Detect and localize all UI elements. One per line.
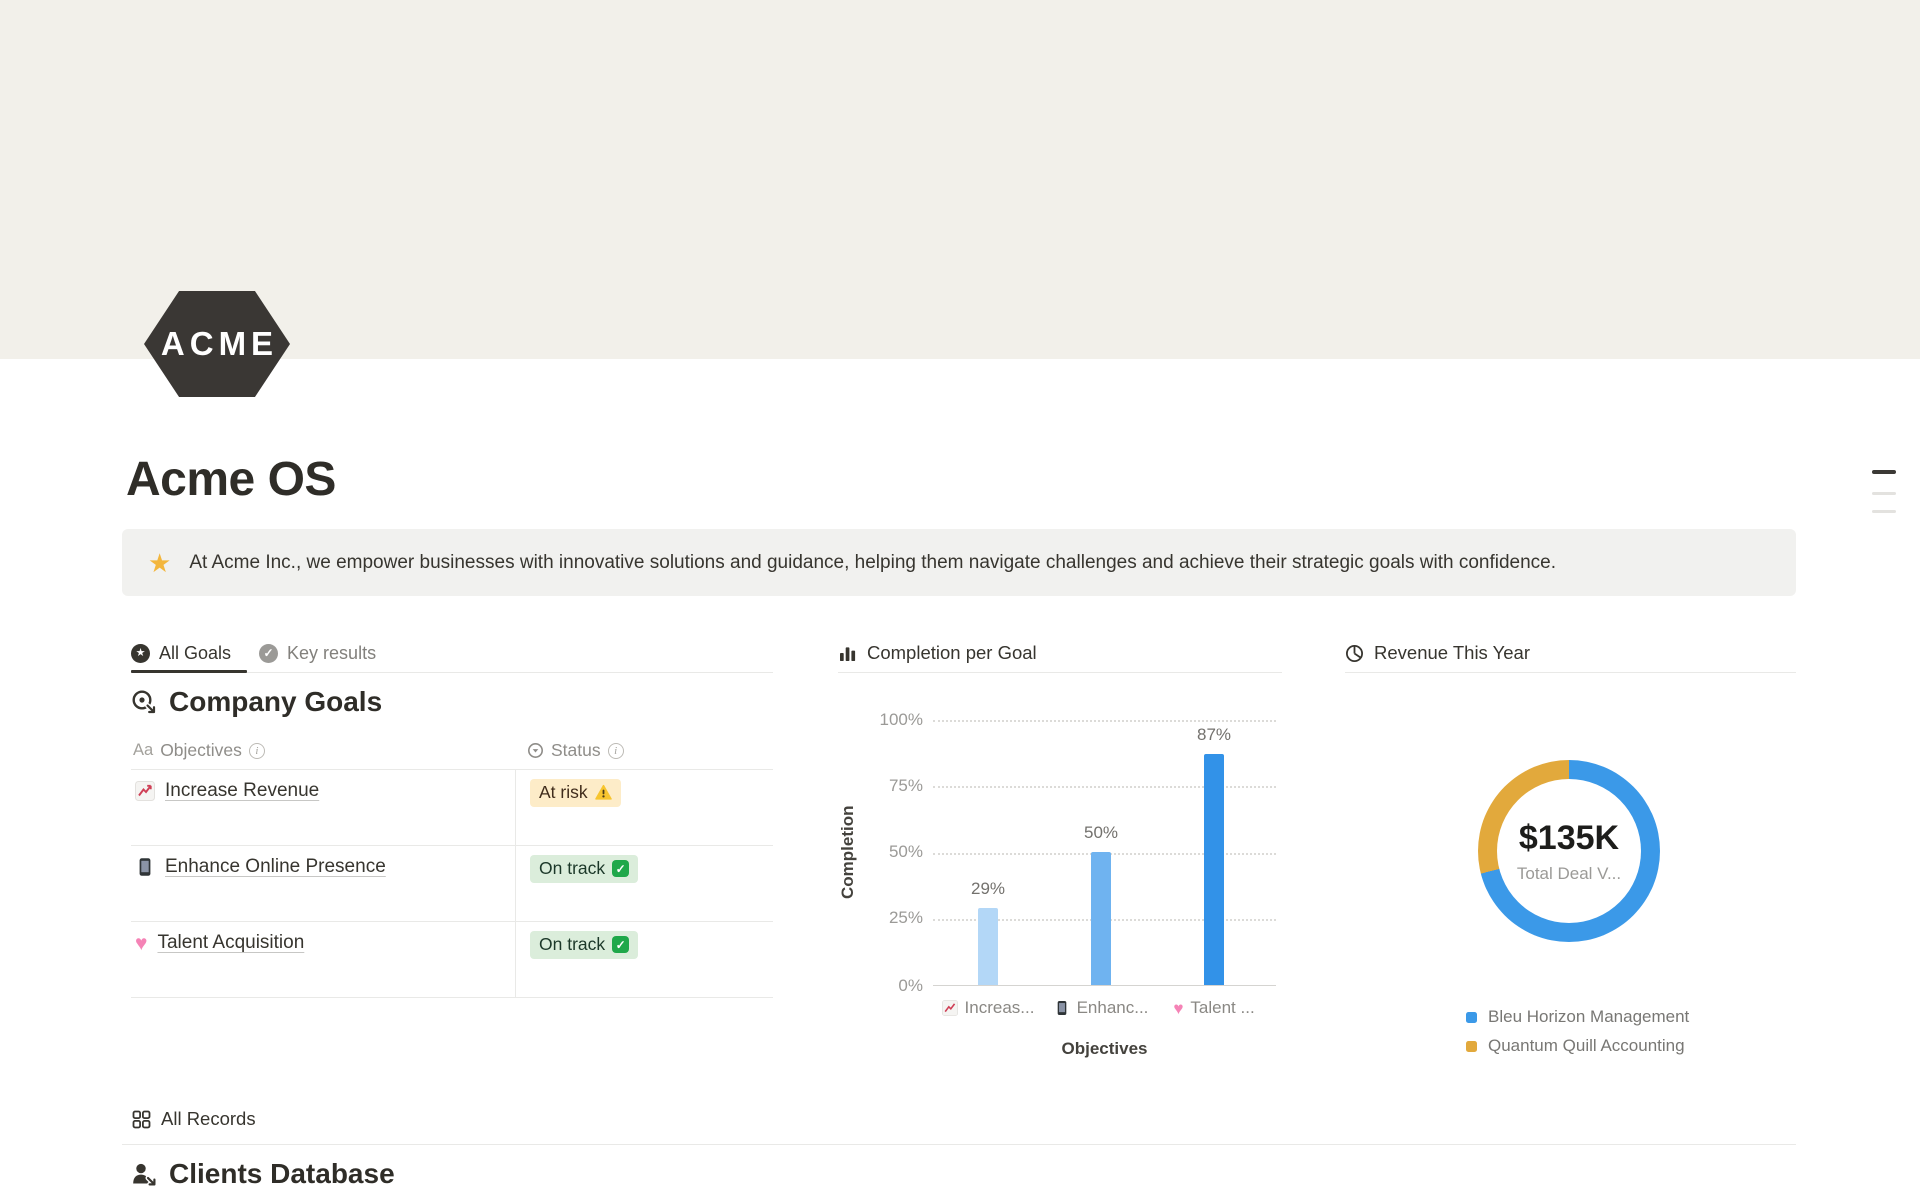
table-row: ♥ Talent Acquisition [135, 932, 304, 954]
clients-database-heading[interactable]: Clients Database [131, 1158, 395, 1190]
person-database-icon [133, 1163, 157, 1187]
acme-logo-text: ACME [160, 325, 279, 362]
legend-swatch-yellow [1466, 1040, 1477, 1052]
donut-ring: $135K Total Deal V... [1478, 760, 1660, 942]
status-badge[interactable]: At risk [530, 779, 621, 807]
table-column-divider [515, 769, 516, 997]
y-tick-label: 25% [888, 908, 923, 927]
table-row: Enhance Online Presence [135, 856, 386, 878]
bar-increase-revenue [978, 907, 998, 985]
legend-item: Quantum Quill Accounting [1466, 1036, 1689, 1056]
bar-value-label: 29% [970, 878, 1006, 898]
info-icon[interactable]: i [607, 742, 624, 759]
check-mark-button-icon: ✓ [612, 936, 630, 953]
goals-view-tabs: ★ All Goals ✓ Key results [131, 634, 773, 673]
glowing-star-icon: ★ [148, 547, 172, 578]
objective-link[interactable]: Increase Revenue [165, 780, 320, 801]
status-property-icon [528, 743, 543, 758]
donut-center: $135K Total Deal V... [1497, 779, 1641, 923]
revenue-chart-header: Revenue This Year [1345, 634, 1796, 673]
goal-target-icon [132, 689, 157, 714]
growing-heart-icon: ♥ [135, 931, 148, 955]
tab-key-results[interactable]: ✓ Key results [259, 643, 376, 664]
donut-legend: Bleu Horizon Management Quantum Quill Ac… [1466, 1007, 1689, 1056]
page-title: Acme OS [126, 453, 336, 506]
table-row: Increase Revenue [135, 780, 319, 802]
gridline [933, 786, 1276, 788]
info-icon[interactable]: i [248, 742, 265, 759]
warning-icon [594, 784, 612, 800]
tab-all-records[interactable]: All Records [132, 1108, 256, 1130]
toc-line-active[interactable] [1872, 470, 1896, 474]
table-divider [131, 769, 773, 770]
mobile-phone-icon [139, 858, 151, 876]
tab-all-goals[interactable]: ★ All Goals [131, 643, 231, 664]
status-column-label: Status [551, 740, 601, 760]
completion-chart-header: Completion per Goal [838, 634, 1282, 673]
x-axis-line [933, 985, 1276, 986]
pie-chart-icon [1346, 644, 1363, 662]
clients-database-title: Clients Database [169, 1158, 395, 1189]
bar-talent-acquisition [1204, 753, 1224, 985]
page-cover [0, 0, 1920, 359]
completion-chart-title: Completion per Goal [867, 642, 1037, 663]
company-goals-title: Company Goals [169, 686, 383, 717]
tab-all-goals-label: All Goals [159, 642, 232, 663]
bar-value-label: 50% [1083, 823, 1119, 842]
growing-heart-icon: ♥ [1173, 998, 1184, 1018]
callout: ★ At Acme Inc., we empower businesses wi… [122, 529, 1796, 596]
total-deal-label: Total Deal V... [1516, 863, 1622, 883]
total-deal-value: $135K [1518, 818, 1620, 857]
y-tick-label: 50% [888, 842, 923, 861]
legend-swatch-blue [1466, 1011, 1477, 1023]
grid-icon [132, 1110, 151, 1128]
objectives-column-header[interactable]: Aa Objectives i [133, 740, 265, 761]
status-text: At risk [539, 782, 588, 802]
toc-line[interactable] [1872, 510, 1896, 513]
tab-key-results-label: Key results [287, 642, 377, 663]
mobile-phone-icon [1057, 1000, 1066, 1016]
objective-link[interactable]: Enhance Online Presence [165, 856, 386, 877]
legend-item: Bleu Horizon Management [1466, 1007, 1689, 1027]
table-divider [131, 921, 773, 922]
status-column-header[interactable]: Status i [527, 740, 624, 761]
bar-value-label: 87% [1196, 724, 1232, 744]
status-text: On track [539, 858, 606, 878]
x-tick-talent-acquisition: ♥ Talent ... [1173, 998, 1255, 1018]
check-mark-button-icon: ✓ [612, 860, 630, 877]
x-axis-title: Objectives [1061, 1039, 1148, 1058]
active-tab-underline [131, 670, 247, 673]
status-badge[interactable]: On track ✓ [530, 931, 639, 959]
toc-line[interactable] [1872, 492, 1896, 495]
status-text: On track [539, 934, 606, 954]
bar-chart-plot: 29% 50% 87% [933, 720, 1276, 986]
y-tick-label: 100% [879, 710, 923, 729]
all-records-label: All Records [161, 1108, 256, 1129]
check-circle-icon: ✓ [259, 643, 279, 663]
y-tick-label: 75% [888, 776, 923, 795]
bar-enhance-online-presence [1091, 852, 1111, 985]
star-circle-icon: ★ [131, 643, 150, 663]
objectives-column-label: Objectives [160, 740, 242, 760]
acme-logo: ACME [144, 291, 290, 397]
company-goals-heading[interactable]: Company Goals [131, 686, 382, 718]
objective-link[interactable]: Talent Acquisition [157, 932, 305, 953]
chart-increasing-icon [135, 781, 155, 801]
gridline [933, 720, 1276, 722]
status-badge[interactable]: On track ✓ [530, 855, 639, 883]
table-divider [131, 997, 773, 998]
table-divider [131, 845, 773, 846]
text-property-icon: Aa [133, 741, 154, 759]
chart-increasing-icon [941, 1000, 958, 1016]
x-tick-enhance-online-presence: Enhanc... [1031, 998, 1171, 1018]
records-tabs-divider [122, 1144, 1796, 1145]
x-tick-increase-revenue: Increas... [918, 998, 1058, 1018]
bar-chart-icon [840, 646, 856, 661]
revenue-chart-title: Revenue This Year [1374, 642, 1530, 663]
callout-text: At Acme Inc., we empower businesses with… [189, 551, 1557, 573]
y-tick-label: 0% [898, 976, 923, 995]
